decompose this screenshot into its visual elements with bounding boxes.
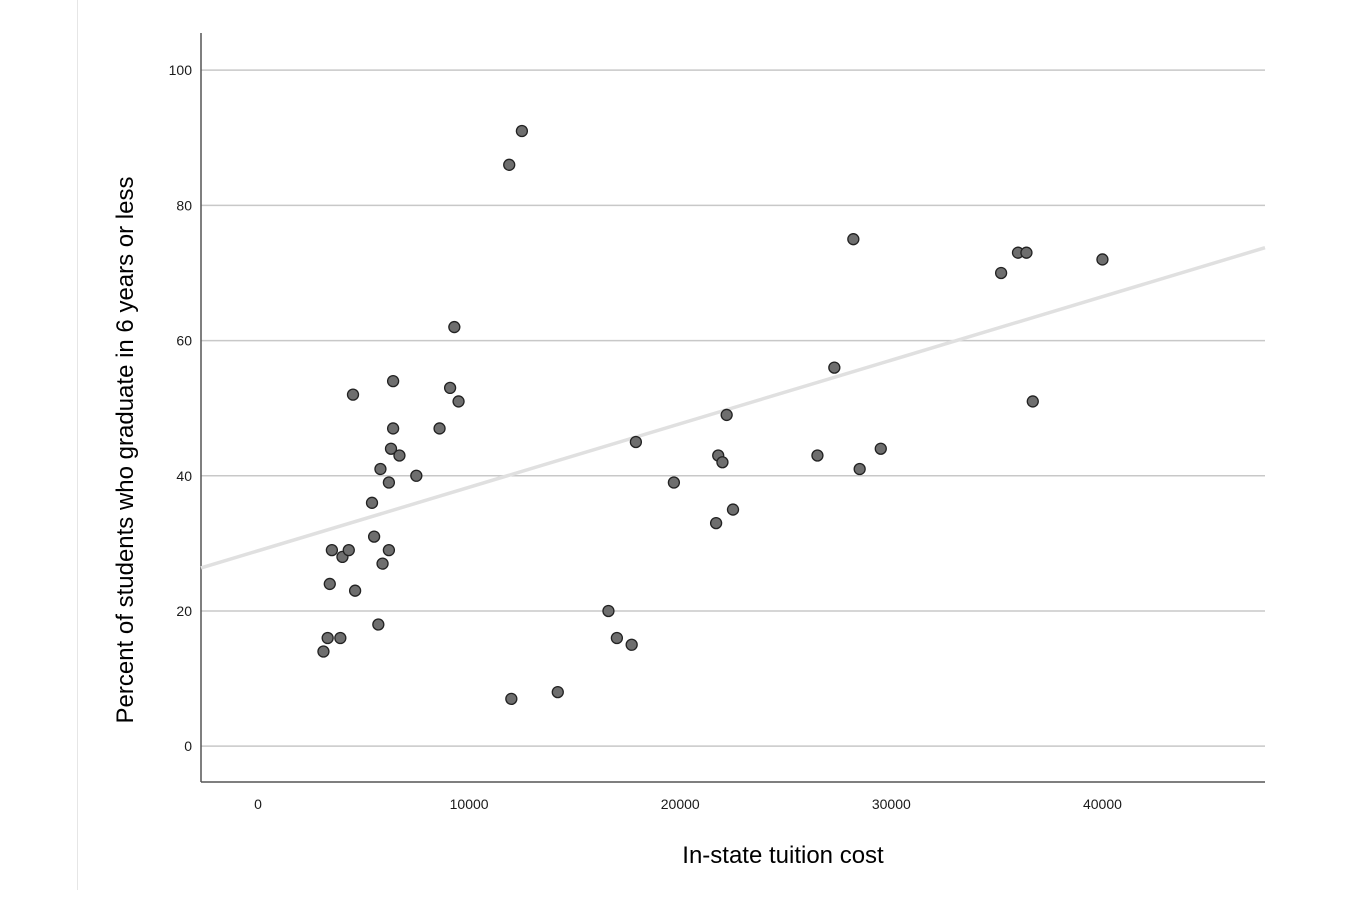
data-point [443, 381, 457, 395]
data-point [709, 516, 723, 530]
data-point [1020, 246, 1033, 259]
x-tick-label: 20000 [661, 796, 700, 812]
data-point [847, 233, 860, 246]
data-point [334, 631, 347, 645]
data-point [629, 435, 643, 449]
data-point [348, 584, 362, 597]
x-tick-label: 10000 [450, 796, 489, 812]
data-point [374, 462, 387, 476]
data-points [317, 124, 1109, 706]
data-point [452, 395, 465, 408]
data-point [726, 503, 740, 516]
y-tick-label: 20 [176, 603, 192, 619]
data-point [382, 543, 396, 557]
data-point [321, 631, 334, 645]
data-point [372, 618, 385, 631]
y-tick-label: 0 [184, 738, 192, 754]
fit-line-group [200, 246, 1266, 570]
data-point [376, 557, 389, 570]
data-point [323, 577, 336, 591]
data-point [716, 456, 729, 469]
x-tick-label: 0 [254, 796, 262, 812]
y-axis-title: Percent of students who graduate in 6 ye… [112, 177, 139, 724]
data-point [384, 442, 398, 455]
data-point [1096, 253, 1109, 266]
data-point [994, 266, 1008, 280]
data-point [551, 685, 564, 699]
y-tick-label: 80 [176, 197, 192, 213]
x-axis-title: In-state tuition cost [682, 842, 884, 869]
x-tick-label: 40000 [1083, 796, 1122, 812]
data-point [367, 530, 381, 543]
data-point [386, 422, 400, 435]
y-tick-label: 100 [169, 62, 193, 78]
data-point [811, 449, 824, 462]
gridlines [201, 69, 1265, 747]
data-point [667, 476, 681, 489]
data-point [342, 543, 355, 557]
fit-line [200, 246, 1266, 570]
x-tick-labels: 0 10000 20000 30000 40000 [254, 796, 1122, 812]
data-point [346, 388, 360, 401]
data-point [1026, 395, 1039, 408]
data-point [410, 469, 423, 482]
data-point [386, 374, 400, 388]
data-point [393, 449, 406, 462]
data-point [720, 408, 733, 422]
x-tick-label: 30000 [872, 796, 911, 812]
panel-left-border [77, 0, 78, 890]
y-tick-labels: 0 20 40 60 80 100 [169, 62, 193, 754]
data-point [433, 422, 446, 435]
data-point [317, 645, 330, 658]
data-point [505, 692, 518, 706]
data-point [325, 543, 339, 557]
data-point [382, 476, 396, 489]
data-point [853, 462, 866, 476]
y-tick-label: 60 [176, 333, 192, 349]
data-point [602, 604, 615, 618]
data-point [874, 442, 887, 455]
data-point [365, 496, 379, 509]
data-point [828, 361, 841, 374]
data-point [515, 124, 529, 138]
data-point [503, 158, 516, 171]
axes [200, 33, 1265, 783]
data-point [448, 320, 461, 334]
y-tick-label: 40 [176, 468, 192, 484]
data-point [625, 638, 638, 651]
data-point [610, 631, 624, 645]
